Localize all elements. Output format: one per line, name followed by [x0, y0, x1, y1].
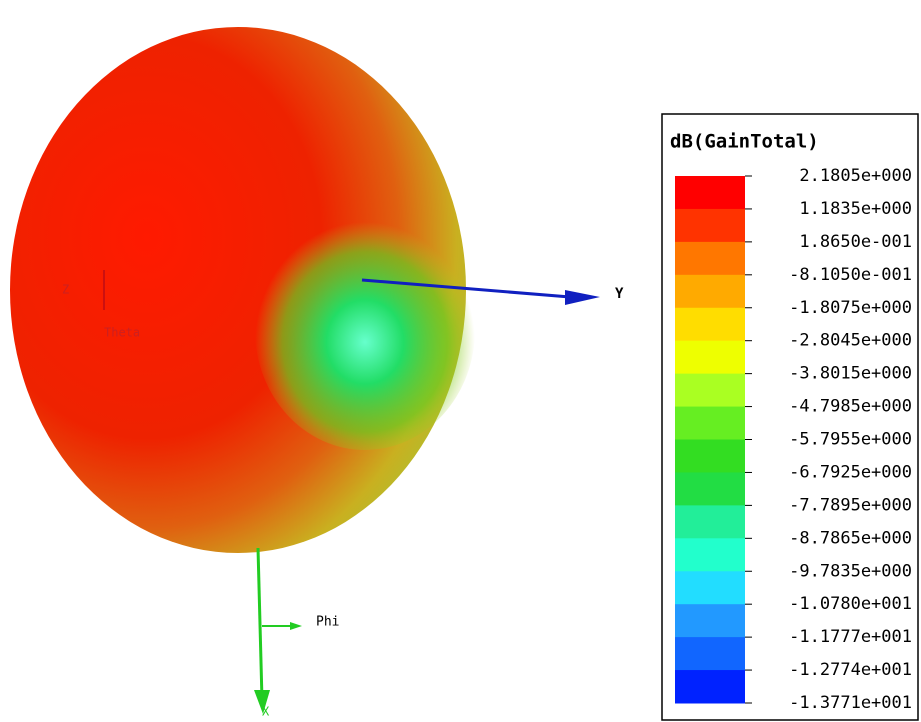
z-axis-label: Z [62, 283, 69, 297]
tick-label: -5.7955e+000 [789, 430, 912, 450]
tick-label: -1.0780e+001 [789, 594, 912, 614]
color-band [675, 440, 745, 473]
color-band [675, 341, 745, 374]
tick-label: -9.7835e+000 [789, 561, 912, 581]
tick-label: -2.8045e+000 [789, 331, 912, 351]
color-band [675, 209, 745, 242]
tick-label: -3.8015e+000 [789, 364, 912, 384]
color-band [675, 538, 745, 571]
color-band [675, 571, 745, 604]
x-axis-label: X [262, 705, 270, 719]
y-arrow [565, 290, 600, 305]
x-axis [258, 548, 262, 700]
color-band [675, 604, 745, 637]
pattern [10, 27, 475, 553]
color-band [675, 275, 745, 308]
colorbar-title: dB(GainTotal) [670, 131, 819, 153]
y-axis-label: Y [615, 286, 624, 302]
phi-arrow [290, 622, 302, 630]
color-band [675, 374, 745, 407]
pattern-null [255, 210, 475, 450]
theta-label: Theta [104, 326, 140, 340]
tick-label: 1.1835e+000 [799, 199, 912, 219]
tick-label: -1.2774e+001 [789, 660, 912, 680]
color-band [675, 176, 745, 209]
color-band [675, 670, 745, 703]
color-band [675, 637, 745, 670]
tick-label: -6.7925e+000 [789, 462, 912, 482]
color-band [675, 242, 745, 275]
tick-label: -4.7985e+000 [789, 397, 912, 417]
tick-label: -1.8075e+000 [789, 298, 912, 318]
tick-label: -1.3771e+001 [789, 693, 912, 713]
color-band [675, 472, 745, 505]
tick-label: 2.1805e+000 [799, 166, 912, 186]
color-band [675, 308, 745, 341]
color-band [675, 505, 745, 538]
tick-label: -7.7895e+000 [789, 495, 912, 515]
color-band [675, 407, 745, 440]
tick-label: -8.7865e+000 [789, 528, 912, 548]
phi-label: Phi [316, 615, 339, 630]
plot: Y X Phi Z Theta dB(GainTotal) 2.1805e+00… [0, 0, 921, 722]
tick-label: 1.8650e-001 [799, 232, 912, 252]
colorbar: dB(GainTotal) 2.1805e+000 1.1835e+000 1.86… [662, 114, 918, 720]
tick-label: -1.1777e+001 [789, 627, 912, 647]
tick-label: -8.1050e-001 [789, 265, 912, 285]
